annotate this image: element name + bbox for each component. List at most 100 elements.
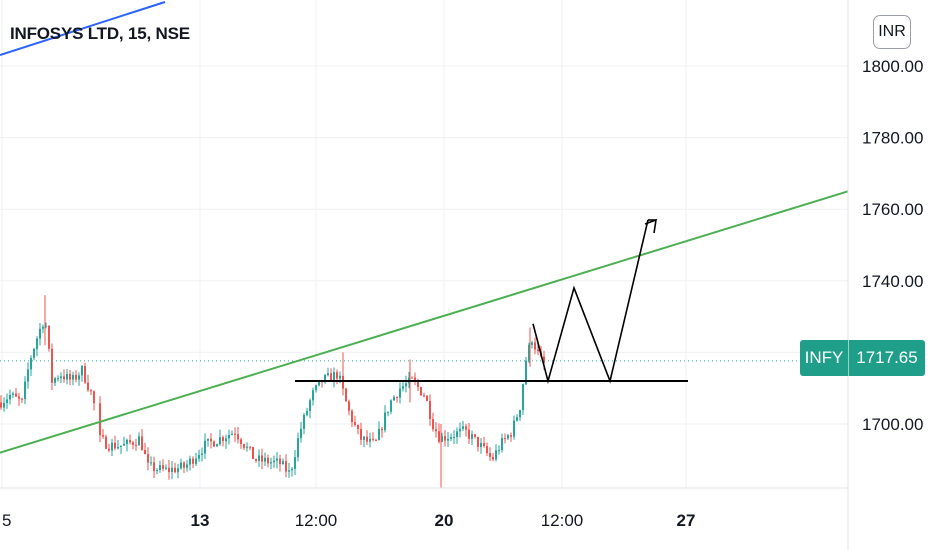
candle-body[interactable] bbox=[420, 387, 422, 396]
candle-body[interactable] bbox=[6, 399, 8, 403]
candle-body[interactable] bbox=[255, 459, 257, 461]
candle-body[interactable] bbox=[435, 429, 437, 432]
candle-body[interactable] bbox=[450, 437, 452, 439]
candle-body[interactable] bbox=[438, 431, 440, 442]
chart-drawings[interactable] bbox=[0, 1, 849, 454]
candle-body[interactable] bbox=[372, 438, 374, 440]
candle-body[interactable] bbox=[246, 446, 248, 448]
candle-body[interactable] bbox=[345, 388, 347, 402]
candle-body[interactable] bbox=[300, 428, 302, 439]
candle-body[interactable] bbox=[102, 435, 104, 437]
candle-body[interactable] bbox=[3, 402, 5, 408]
candle-body[interactable] bbox=[48, 325, 50, 349]
candle-body[interactable] bbox=[123, 443, 125, 446]
candle-body[interactable] bbox=[108, 448, 110, 451]
candle-body[interactable] bbox=[153, 462, 155, 472]
candle-body[interactable] bbox=[315, 385, 317, 391]
candle-body[interactable] bbox=[522, 384, 524, 411]
candle-body[interactable] bbox=[129, 439, 131, 443]
candle-body[interactable] bbox=[213, 441, 215, 447]
candle-body[interactable] bbox=[57, 378, 59, 380]
candle-body[interactable] bbox=[216, 444, 218, 447]
candle-body[interactable] bbox=[90, 390, 92, 392]
candle-body[interactable] bbox=[111, 442, 113, 451]
candle-body[interactable] bbox=[306, 411, 308, 415]
candle-body[interactable] bbox=[318, 380, 320, 386]
candle-body[interactable] bbox=[105, 436, 107, 449]
candle-body[interactable] bbox=[27, 369, 29, 382]
candle-body[interactable] bbox=[9, 394, 11, 400]
candle-body[interactable] bbox=[45, 325, 47, 327]
green-trendline[interactable] bbox=[0, 190, 849, 454]
candle-body[interactable] bbox=[147, 454, 149, 463]
candle-body[interactable] bbox=[42, 326, 44, 329]
candle-body[interactable] bbox=[222, 437, 224, 442]
candle-body[interactable] bbox=[225, 438, 227, 442]
candle-body[interactable] bbox=[141, 436, 143, 450]
candle-body[interactable] bbox=[471, 434, 473, 439]
candle-body[interactable] bbox=[0, 402, 2, 408]
candle-body[interactable] bbox=[309, 400, 311, 412]
candle-body[interactable] bbox=[327, 373, 329, 376]
projection-arrow-head[interactable] bbox=[644, 218, 657, 234]
projected-path[interactable] bbox=[532, 219, 649, 385]
candle-body[interactable] bbox=[159, 465, 161, 471]
candle-body[interactable] bbox=[405, 383, 407, 387]
candle-body[interactable] bbox=[285, 461, 287, 472]
candle-body[interactable] bbox=[117, 446, 119, 449]
candle-body[interactable] bbox=[201, 453, 203, 455]
candle-body[interactable] bbox=[294, 457, 296, 469]
candle-body[interactable] bbox=[282, 461, 284, 465]
candle-body[interactable] bbox=[393, 397, 395, 401]
candle-body[interactable] bbox=[426, 395, 428, 401]
candle-body[interactable] bbox=[234, 433, 236, 435]
candle-body[interactable] bbox=[432, 418, 434, 430]
candle-body[interactable] bbox=[180, 462, 182, 469]
candle-body[interactable] bbox=[219, 437, 221, 445]
candle-body[interactable] bbox=[339, 375, 341, 379]
candle-body[interactable] bbox=[495, 450, 497, 460]
blue-trendline[interactable] bbox=[0, 1, 166, 56]
candle-body[interactable] bbox=[531, 342, 533, 345]
candle-body[interactable] bbox=[351, 410, 353, 423]
candle-body[interactable] bbox=[264, 457, 266, 462]
candle-body[interactable] bbox=[252, 446, 254, 460]
candle-body[interactable] bbox=[210, 438, 212, 442]
candle-body[interactable] bbox=[87, 382, 89, 391]
candle-body[interactable] bbox=[192, 458, 194, 464]
candle-body[interactable] bbox=[543, 356, 545, 363]
candle-body[interactable] bbox=[378, 428, 380, 441]
candle-body[interactable] bbox=[501, 438, 503, 451]
candle-body[interactable] bbox=[84, 365, 86, 383]
candle-body[interactable] bbox=[441, 436, 443, 442]
candle-body[interactable] bbox=[204, 440, 206, 454]
candle-body[interactable] bbox=[75, 374, 77, 380]
currency-button[interactable]: INR bbox=[873, 15, 911, 49]
candle-body[interactable] bbox=[384, 412, 386, 431]
candle-body[interactable] bbox=[336, 372, 338, 379]
candle-body[interactable] bbox=[183, 462, 185, 468]
candle-body[interactable] bbox=[150, 462, 152, 464]
candle-body[interactable] bbox=[33, 348, 35, 358]
candle-body[interactable] bbox=[303, 414, 305, 429]
candlestick-series[interactable] bbox=[0, 295, 545, 489]
candle-body[interactable] bbox=[51, 348, 53, 383]
candle-body[interactable] bbox=[486, 446, 488, 454]
candle-body[interactable] bbox=[366, 436, 368, 442]
candle-body[interactable] bbox=[507, 435, 509, 439]
candle-body[interactable] bbox=[24, 381, 26, 399]
candle-body[interactable] bbox=[537, 349, 539, 352]
candle-body[interactable] bbox=[423, 395, 425, 397]
candle-body[interactable] bbox=[333, 372, 335, 382]
candle-body[interactable] bbox=[30, 357, 32, 370]
candle-body[interactable] bbox=[492, 456, 494, 460]
candle-body[interactable] bbox=[474, 434, 476, 437]
candle-body[interactable] bbox=[504, 438, 506, 440]
candle-body[interactable] bbox=[291, 468, 293, 471]
candle-body[interactable] bbox=[93, 391, 95, 404]
candle-body[interactable] bbox=[132, 442, 134, 445]
candle-body[interactable] bbox=[357, 424, 359, 429]
candle-body[interactable] bbox=[177, 468, 179, 473]
candle-body[interactable] bbox=[354, 422, 356, 425]
